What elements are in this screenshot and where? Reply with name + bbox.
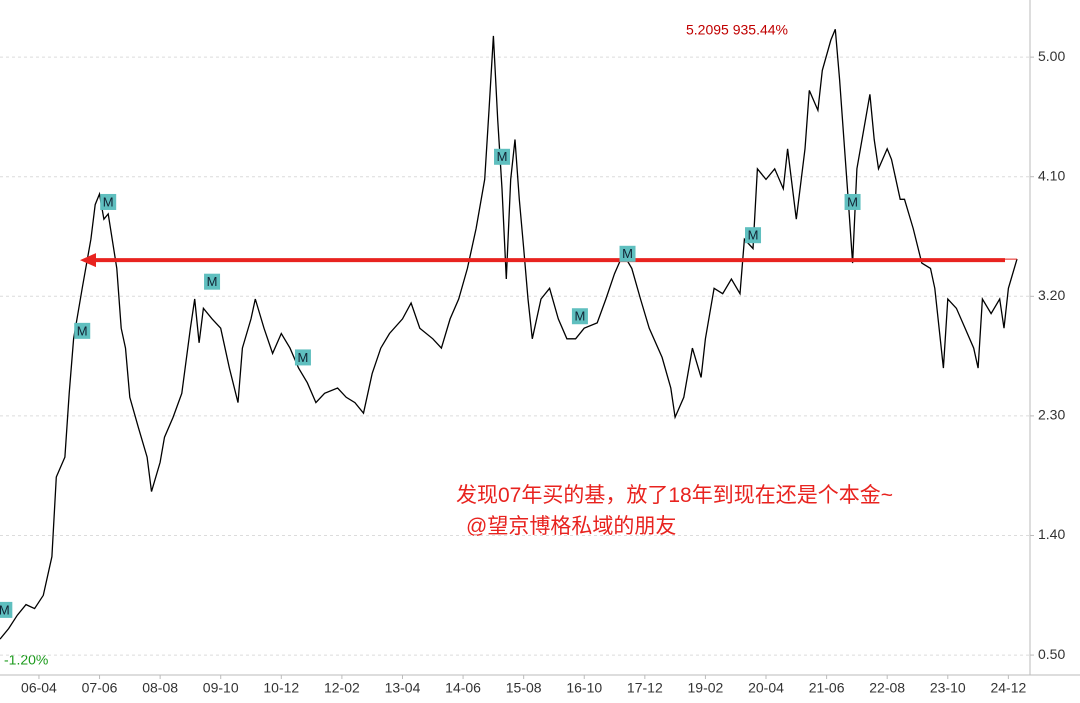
marker-box	[0, 601, 13, 618]
marker-label: M	[103, 194, 114, 209]
marker-label: M	[298, 350, 309, 365]
x-tick-label: 06-04	[21, 680, 57, 696]
marker: M	[204, 273, 221, 290]
marker-box	[100, 193, 117, 210]
peak-label: 5.2095 935.44%	[686, 22, 788, 38]
x-tick-label: 20-04	[748, 680, 784, 696]
marker: M	[844, 193, 861, 210]
x-tick-label: 12-02	[324, 680, 360, 696]
marker-box	[619, 245, 636, 262]
y-tick-label: 4.10	[1038, 167, 1065, 183]
note-line: @望京博格私域的朋友	[466, 515, 676, 538]
marker: M	[294, 349, 311, 366]
x-tick-label: 09-10	[203, 680, 239, 696]
x-tick-label: 21-06	[809, 680, 845, 696]
marker-box	[294, 349, 311, 366]
x-tick-label: 17-12	[627, 680, 663, 696]
start-label: -1.20%	[4, 652, 48, 668]
marker: M	[494, 148, 511, 165]
x-tick-label: 24-12	[990, 680, 1026, 696]
x-tick-label: 15-08	[506, 680, 542, 696]
marker: M	[619, 245, 636, 262]
y-tick-label: 2.30	[1038, 407, 1065, 423]
marker-label: M	[0, 602, 10, 617]
y-tick-label: 1.40	[1038, 526, 1065, 542]
marker-box	[74, 322, 91, 339]
marker-label: M	[574, 309, 585, 324]
y-tick-label: 5.00	[1038, 48, 1065, 64]
x-tick-label: 23-10	[930, 680, 966, 696]
marker-box	[844, 193, 861, 210]
x-tick-label: 19-02	[688, 680, 724, 696]
marker: M	[100, 193, 117, 210]
arrow-head	[80, 253, 96, 268]
x-tick-label: 08-08	[142, 680, 178, 696]
marker-label: M	[847, 194, 858, 209]
marker-label: M	[207, 274, 218, 289]
marker-label: M	[622, 246, 633, 261]
x-tick-label: 16-10	[566, 680, 602, 696]
marker: M	[745, 227, 762, 244]
note-line: 发现07年买的基，放了18年到现在还是个本金~	[456, 484, 893, 507]
marker-box	[494, 148, 511, 165]
x-tick-label: 07-06	[82, 680, 118, 696]
marker-label: M	[497, 149, 508, 164]
x-tick-label: 14-06	[445, 680, 481, 696]
marker-box	[571, 308, 588, 325]
marker-box	[745, 227, 762, 244]
x-tick-label: 13-04	[385, 680, 421, 696]
marker-box	[204, 273, 221, 290]
y-tick-label: 0.50	[1038, 646, 1065, 662]
nav-line	[0, 29, 1018, 640]
marker-label: M	[77, 323, 88, 338]
marker: M	[0, 601, 13, 618]
x-tick-label: 10-12	[263, 680, 299, 696]
marker-label: M	[748, 228, 759, 243]
x-tick-label: 22-08	[869, 680, 905, 696]
marker: M	[74, 322, 91, 339]
marker: M	[571, 308, 588, 325]
y-tick-label: 3.20	[1038, 287, 1065, 303]
